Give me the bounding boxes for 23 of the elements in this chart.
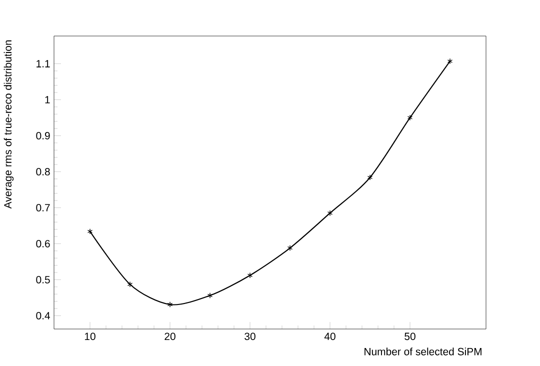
y-tick-label: 0.8 [36,168,50,176]
y-tick-label: 0.6 [36,240,50,248]
x-tick-label: 20 [164,332,176,340]
x-tick-label: 50 [404,332,416,340]
y-tick-label: 0.9 [36,132,50,140]
point [367,174,373,180]
y-tick-label: 1.1 [36,60,50,68]
y-axis-title: Average rms of true-reco distribution [4,40,14,209]
point [207,292,213,298]
point [167,302,173,308]
point [127,281,133,288]
point [407,114,413,121]
y-tick-label: 0.4 [36,312,50,320]
x-tick-label: 30 [244,332,256,340]
point [327,210,333,216]
y-tick-label: 0.5 [36,276,50,284]
point [247,272,253,278]
y-tick-label: 0.7 [36,204,50,212]
x-tick-label: 10 [84,332,96,340]
point [287,245,293,251]
x-axis-title: Number of selected SiPM [364,348,482,356]
x-tick-label: 40 [324,332,336,340]
y-tick-label: 1 [45,96,50,104]
